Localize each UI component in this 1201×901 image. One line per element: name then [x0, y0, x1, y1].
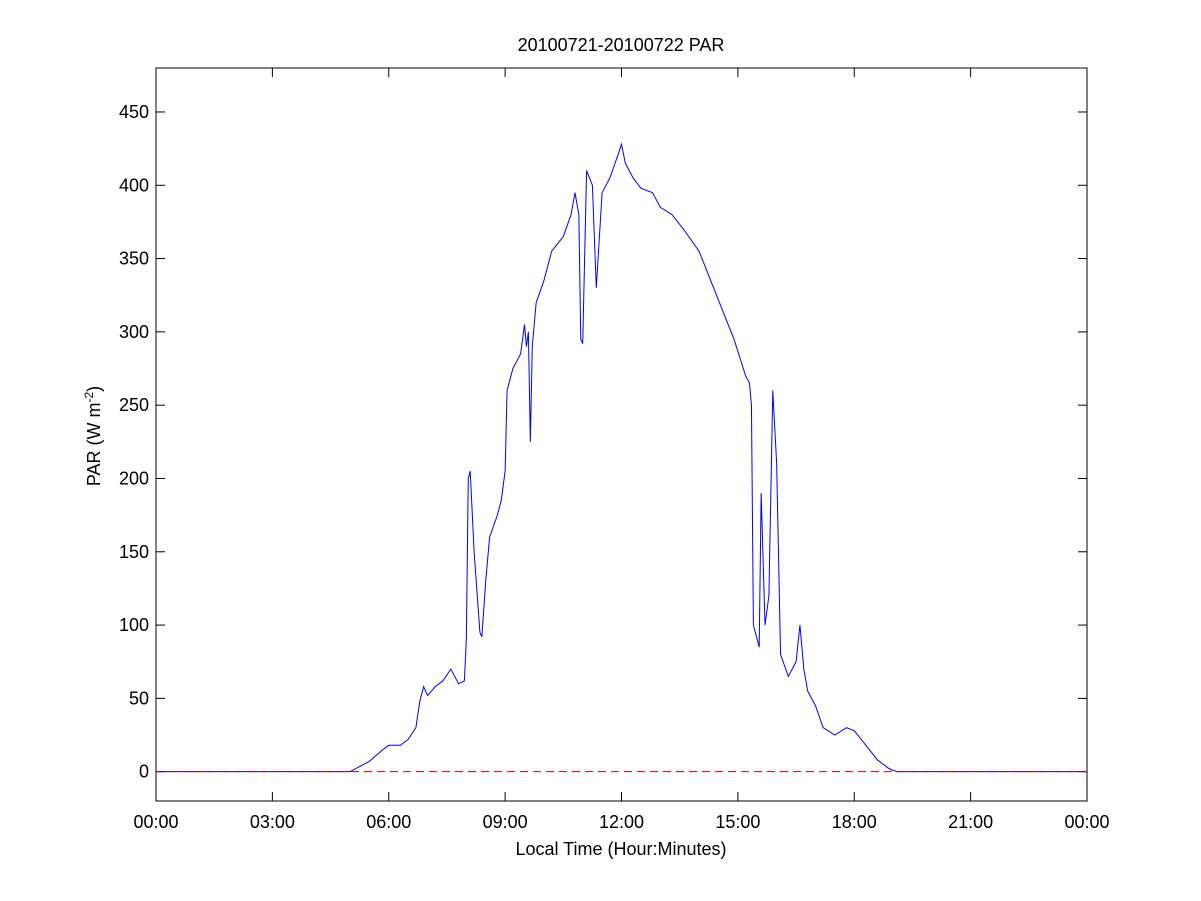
x-tick-label: 12:00 [599, 812, 644, 832]
y-label-main: PAR (W m [84, 403, 104, 487]
x-tick-label: 06:00 [366, 812, 411, 832]
y-tick-label: 100 [119, 615, 149, 635]
y-tick-label: 250 [119, 395, 149, 415]
x-tick-label: 03:00 [250, 812, 295, 832]
y-tick-label: 400 [119, 175, 149, 195]
y-tick-label: 0 [139, 762, 149, 782]
x-tick-label: 00:00 [1064, 812, 1109, 832]
y-axis-label: PAR (W m-2) [82, 386, 104, 486]
y-label-end: ) [84, 386, 104, 392]
x-tick-label: 21:00 [948, 812, 993, 832]
y-tick-label: 50 [129, 688, 149, 708]
y-label-sup: -2 [82, 392, 96, 403]
y-tick-label: 150 [119, 542, 149, 562]
y-tick-label: 350 [119, 249, 149, 269]
x-tick-label: 18:00 [832, 812, 877, 832]
y-tick-label: 200 [119, 468, 149, 488]
chart-title: 20100721-20100722 PAR [518, 35, 725, 55]
plot-area [155, 67, 1088, 802]
y-tick-label: 300 [119, 322, 149, 342]
x-tick-label: 09:00 [483, 812, 528, 832]
x-tick-label: 15:00 [715, 812, 760, 832]
data-line [156, 142, 1087, 773]
x-tick-label: 00:00 [133, 812, 178, 832]
x-axis-label: Local Time (Hour:Minutes) [515, 839, 726, 859]
y-tick-label: 450 [119, 102, 149, 122]
